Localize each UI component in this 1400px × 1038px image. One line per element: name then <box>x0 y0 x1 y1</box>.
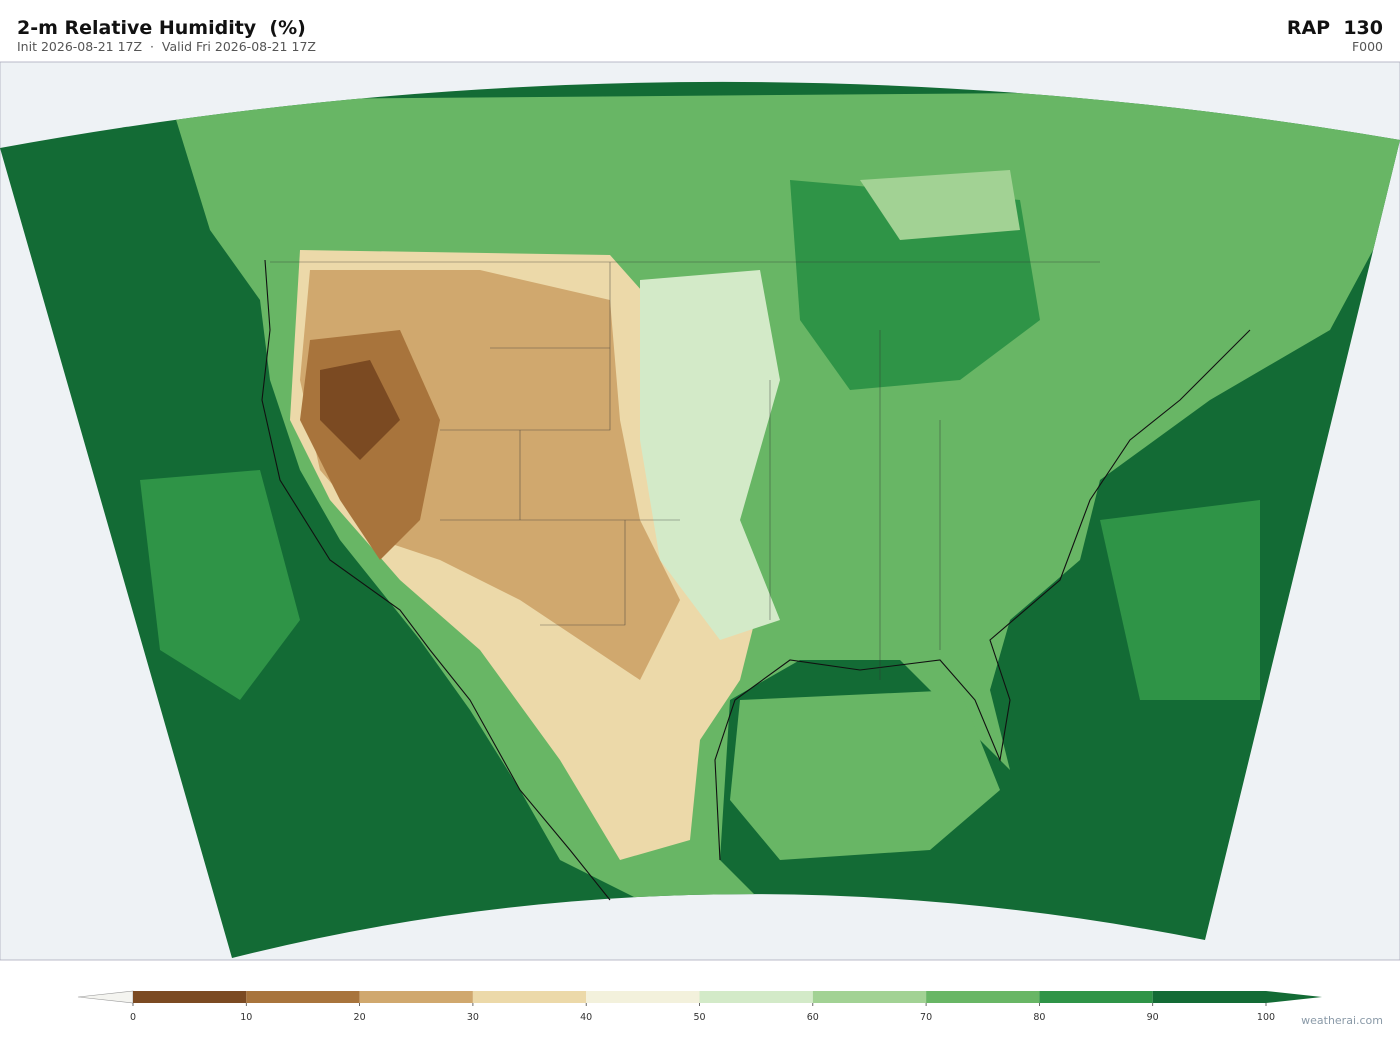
credit: weatherai.com <box>1301 1014 1383 1027</box>
colorbar-tick-label: 70 <box>920 1012 932 1023</box>
colorbar-tick-label: 80 <box>1033 1012 1045 1023</box>
colorbar-bin <box>472 991 587 1003</box>
state-borders <box>270 261 1100 680</box>
colorbar-tick-label: 100 <box>1257 1012 1275 1023</box>
colorbar-tick-label: 20 <box>354 1012 366 1023</box>
north-field <box>860 170 1020 240</box>
colorbar-tick-label: 90 <box>1147 1012 1159 1023</box>
model-label: RAP 130 <box>1287 17 1383 39</box>
colorbar-bin <box>586 991 700 1003</box>
colorbar-bin <box>812 991 927 1003</box>
colorbar-tick-label: 50 <box>693 1012 705 1023</box>
colorbar-bin <box>1039 991 1153 1003</box>
colorbar-bin <box>359 991 473 1003</box>
over-extension <box>1266 991 1322 1003</box>
coastline <box>261 259 1251 901</box>
colorbar-bin <box>1152 991 1266 1003</box>
colorbar-bin <box>699 991 813 1003</box>
subtitle: Init 2026-08-21 17Z · Valid Fri 2026-08-… <box>17 39 316 54</box>
colorbar-tick-label: 0 <box>130 1012 136 1023</box>
title: 2-m Relative Humidity (%) <box>17 17 306 39</box>
colorbar-tick-label: 40 <box>580 1012 592 1023</box>
plains-field <box>640 270 780 640</box>
map <box>0 61 1400 961</box>
model-domain <box>0 81 1400 958</box>
colorbar-tick-label: 10 <box>240 1012 252 1023</box>
colorbar-tick-label: 30 <box>467 1012 479 1023</box>
colorbar-tick-label: 60 <box>807 1012 819 1023</box>
forecast-hour: F000 <box>1352 39 1383 54</box>
driest-core <box>320 360 400 460</box>
pacific-field <box>140 470 300 700</box>
atlantic-field <box>1100 500 1260 700</box>
colorbar: 0 10 20 30 40 50 60 70 80 90 100 <box>77 990 1322 1023</box>
colorbar-bin <box>246 991 360 1003</box>
gulf-field <box>730 690 1000 860</box>
colorbar-bin <box>926 991 1040 1003</box>
colorbar-bin <box>133 991 247 1003</box>
